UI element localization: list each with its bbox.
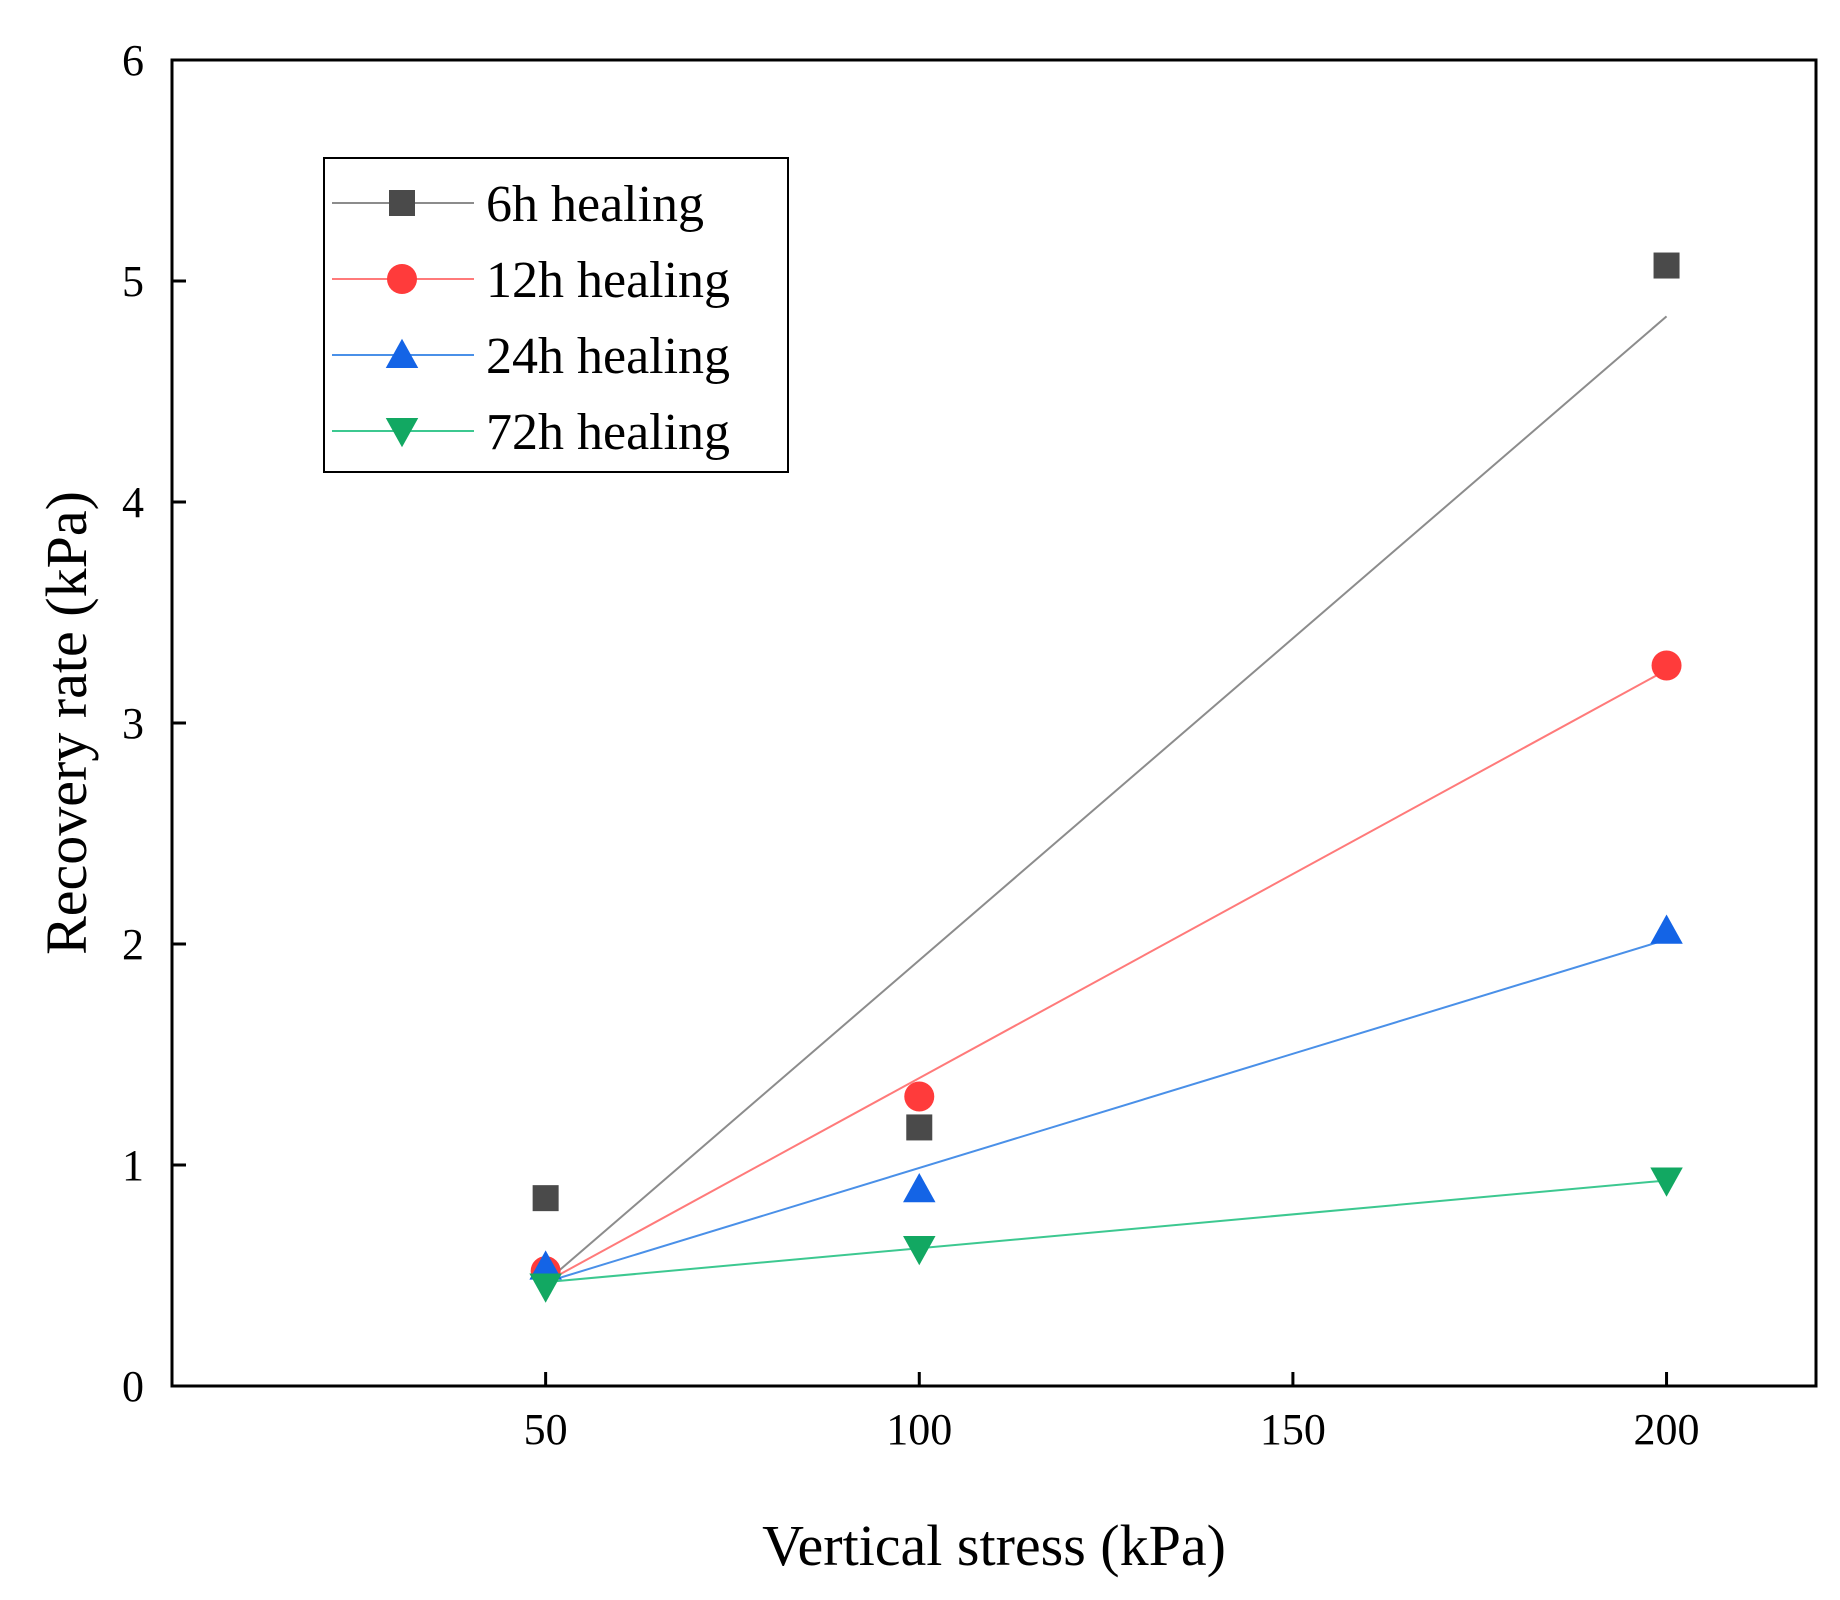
fit-line-6h-healing — [544, 315, 1668, 1283]
y-tick-label: 3 — [122, 699, 144, 748]
data-point-12h-healing — [904, 1081, 935, 1112]
data-point-6h-healing — [1653, 252, 1680, 279]
data-point-24h-healing — [1650, 914, 1683, 944]
legend-label: 6h healing — [486, 176, 704, 233]
x-axis: 50 100 150 200 — [524, 1372, 1700, 1454]
data-point-12h-healing — [1651, 650, 1682, 681]
data-markers — [529, 252, 1683, 1303]
data-point-72h-healing — [1650, 1167, 1683, 1197]
y-tick-label: 2 — [122, 920, 144, 969]
legend-label: 72h healing — [486, 404, 730, 461]
legend-label: 12h healing — [486, 252, 730, 309]
legend-marker — [385, 418, 419, 448]
x-tick-label: 200 — [1634, 1405, 1700, 1454]
fit-lines — [544, 315, 1668, 1284]
y-axis: 0 1 2 3 4 5 6 — [122, 36, 186, 1411]
legend: 6h healing 12h healing 24h healing 72h heal… — [323, 157, 789, 473]
y-tick-label: 0 — [122, 1362, 144, 1411]
legend-marker — [389, 190, 415, 216]
fit-line-72h-healing — [545, 1179, 1667, 1284]
data-point-24h-healing — [529, 1250, 562, 1280]
x-tick-label: 150 — [1260, 1405, 1326, 1454]
x-tick-label: 50 — [524, 1405, 568, 1454]
x-axis-title: Vertical stress (kPa) — [762, 1513, 1226, 1578]
legend-label: 24h healing — [486, 328, 730, 385]
x-tick-label: 100 — [886, 1405, 952, 1454]
fit-line-24h-healing — [545, 938, 1667, 1284]
data-point-72h-healing — [903, 1235, 936, 1266]
data-point-6h-healing — [906, 1114, 933, 1141]
data-point-24h-healing — [903, 1173, 936, 1203]
y-tick-label: 6 — [122, 36, 144, 85]
y-tick-label: 1 — [122, 1141, 144, 1190]
data-point-6h-healing — [532, 1185, 559, 1212]
y-tick-label: 4 — [122, 478, 144, 527]
legend-marker — [387, 264, 417, 294]
legend-marker — [385, 338, 419, 368]
fit-line-12h-healing — [545, 669, 1668, 1284]
data-point-72h-healing — [529, 1273, 562, 1303]
y-axis-title: Recovery rate (kPa) — [34, 491, 99, 955]
y-tick-label: 5 — [122, 257, 144, 306]
